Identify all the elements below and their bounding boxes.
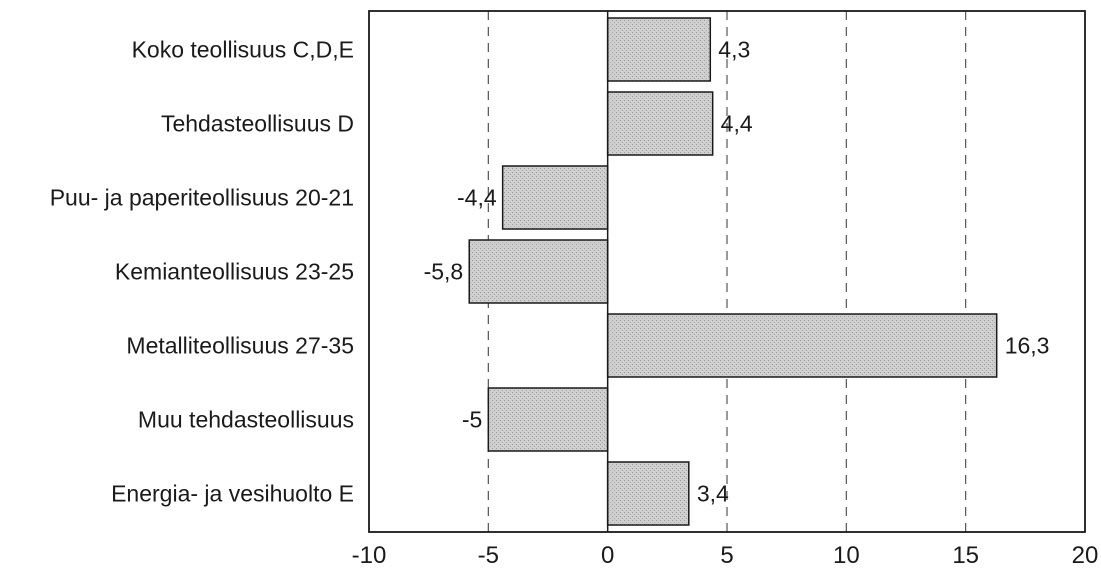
category-label-4: Metalliteollisuus 27-35 <box>126 333 354 359</box>
value-label-2: -4,4 <box>457 185 497 211</box>
category-label-2: Puu- ja paperiteollisuus 20-21 <box>50 185 354 211</box>
bar-6 <box>606 461 690 526</box>
value-label-4: 16,3 <box>1005 333 1050 359</box>
category-label-3: Kemianteollisuus 23-25 <box>115 259 354 285</box>
bar-5 <box>487 387 609 452</box>
x-tick-label-2: 0 <box>601 542 614 569</box>
bar-0 <box>606 17 712 82</box>
value-labels: 4,3 4,4 -4,4 -5,8 16,3 -5 3,4 <box>424 37 1050 507</box>
plot-frame <box>368 10 1086 533</box>
category-label-1: Tehdasteollisuus D <box>161 111 354 137</box>
x-tick-label-4: 10 <box>833 542 860 569</box>
bar-1 <box>606 91 714 156</box>
x-tick-label-1: -5 <box>478 542 499 569</box>
x-tick-label-5: 15 <box>952 542 979 569</box>
category-labels: Koko teollisuus C,D,E Tehdasteollisuus D P… <box>50 37 354 507</box>
value-label-3: -5,8 <box>424 259 464 285</box>
bar-3 <box>468 239 609 304</box>
bars <box>468 17 998 526</box>
value-label-5: -5 <box>462 407 482 433</box>
plot-border <box>368 10 1086 533</box>
x-tick-label-3: 5 <box>720 542 733 569</box>
category-label-6: Energia- ja vesihuolto E <box>111 481 354 507</box>
category-label-0: Koko teollisuus C,D,E <box>132 37 354 63</box>
x-tick-label-0: -10 <box>352 542 387 569</box>
bar-2 <box>501 165 609 230</box>
category-label-5: Muu tehdasteollisuus <box>138 407 354 433</box>
value-label-1: 4,4 <box>721 111 753 137</box>
value-label-0: 4,3 <box>718 37 750 63</box>
x-tick-label-6: 20 <box>1072 542 1099 569</box>
x-axis-tick-labels: -10 -5 0 5 10 15 20 <box>352 542 1099 569</box>
value-label-6: 3,4 <box>697 481 729 507</box>
bar-4 <box>606 313 998 378</box>
